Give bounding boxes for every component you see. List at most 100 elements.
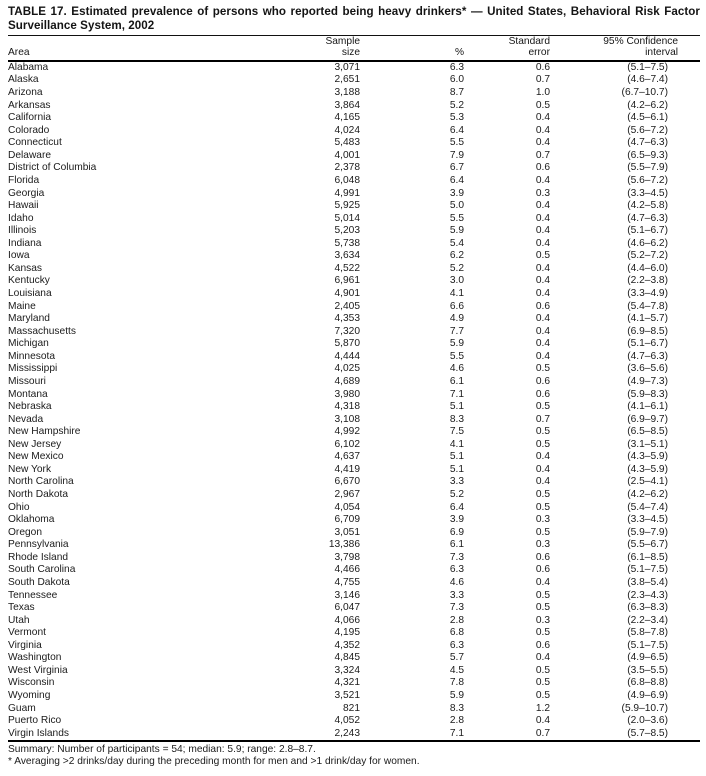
- standard-error-cell: 1.0: [535, 87, 550, 99]
- table-row: District of Columbia 2,378 6.7 0.6 (5.5–7.9): [8, 162, 700, 175]
- area-cell: Arizona: [8, 87, 43, 99]
- sample-size-cell: 4,755: [334, 576, 361, 588]
- area-cell: Connecticut: [8, 137, 62, 149]
- table-title: TABLE 17. Estimated prevalence of person…: [8, 5, 700, 33]
- table-row: New Jersey 6,102 4.1 0.5 (3.1–5.1): [8, 439, 700, 452]
- confidence-interval-cell: (6.3–8.3): [627, 602, 668, 614]
- sample-size-cell: 4,318: [334, 401, 361, 413]
- table-row: Delaware 4,001 7.9 0.7 (6.5–9.3): [8, 150, 700, 163]
- column-header-percent-label: %: [454, 46, 464, 58]
- table-row: Arkansas 3,864 5.2 0.5 (4.2–6.2): [8, 100, 700, 113]
- table-row: Pennsylvania 13,386 6.1 0.3 (5.5–6.7): [8, 539, 700, 552]
- table-row: Texas 6,047 7.3 0.5 (6.3–8.3): [8, 602, 700, 615]
- confidence-interval-cell: (5.8–7.8): [627, 627, 668, 639]
- table-row: Rhode Island 3,798 7.3 0.6 (6.1–8.5): [8, 552, 700, 565]
- standard-error-cell: 0.6: [535, 375, 550, 387]
- standard-error-cell: 0.4: [535, 275, 550, 287]
- table-row: Minnesota 4,444 5.5 0.4 (4.7–6.3): [8, 351, 700, 364]
- sample-size-cell: 821: [343, 702, 360, 714]
- standard-error-cell: 0.4: [535, 112, 550, 124]
- standard-error-cell: 0.4: [535, 325, 550, 337]
- table-row: Idaho 5,014 5.5 0.4 (4.7–6.3): [8, 213, 700, 226]
- standard-error-cell: 0.5: [535, 526, 550, 538]
- percent-cell: 5.9: [449, 225, 464, 237]
- percent-cell: 6.1: [449, 375, 464, 387]
- confidence-interval-cell: (6.5–8.5): [627, 426, 668, 438]
- area-cell: Missouri: [8, 375, 46, 387]
- standard-error-cell: 0.5: [535, 602, 550, 614]
- standard-error-cell: 0.6: [535, 551, 550, 563]
- standard-error-cell: 0.4: [535, 652, 550, 664]
- confidence-interval-cell: (5.1–6.7): [627, 225, 668, 237]
- percent-cell: 7.3: [449, 551, 464, 563]
- confidence-interval-cell: (2.0–3.6): [627, 715, 668, 727]
- sample-size-cell: 4,444: [334, 350, 361, 362]
- sample-size-cell: 4,321: [334, 677, 361, 689]
- confidence-interval-cell: (2.3–4.3): [627, 589, 668, 601]
- table-row: Oklahoma 6,709 3.9 0.3 (3.3–4.5): [8, 514, 700, 527]
- area-cell: Kansas: [8, 262, 42, 274]
- area-cell: Ohio: [8, 501, 30, 513]
- percent-cell: 6.3: [449, 639, 464, 651]
- area-cell: Wyoming: [8, 690, 51, 702]
- table-row: Maryland 4,353 4.9 0.4 (4.1–5.7): [8, 313, 700, 326]
- percent-cell: 5.1: [449, 463, 464, 475]
- table-row: New York 4,419 5.1 0.4 (4.3–5.9): [8, 464, 700, 477]
- confidence-interval-cell: (5.5–7.9): [627, 162, 668, 174]
- standard-error-cell: 0.4: [535, 715, 550, 727]
- column-header-se-line1: Standard: [508, 35, 550, 47]
- percent-cell: 7.8: [449, 677, 464, 689]
- sample-size-cell: 6,961: [334, 275, 361, 287]
- area-cell: New York: [8, 463, 52, 475]
- area-cell: North Carolina: [8, 476, 74, 488]
- bottom-rule: [8, 740, 700, 743]
- confidence-interval-cell: (4.1–6.1): [627, 401, 668, 413]
- percent-cell: 6.1: [449, 539, 464, 551]
- confidence-interval-cell: (4.9–6.5): [627, 652, 668, 664]
- confidence-interval-cell: (4.9–7.3): [627, 375, 668, 387]
- confidence-interval-cell: (4.9–6.9): [627, 690, 668, 702]
- percent-cell: 5.2: [449, 99, 464, 111]
- sample-size-cell: 4,352: [334, 639, 361, 651]
- percent-cell: 5.9: [449, 690, 464, 702]
- table-row: Hawaii 5,925 5.0 0.4 (4.2–5.8): [8, 200, 700, 213]
- sample-size-cell: 4,024: [334, 124, 361, 136]
- sample-size-cell: 4,466: [334, 564, 361, 576]
- standard-error-cell: 0.5: [535, 690, 550, 702]
- standard-error-cell: 0.5: [535, 589, 550, 601]
- confidence-interval-cell: (3.5–5.5): [627, 664, 668, 676]
- sample-size-cell: 2,651: [334, 74, 361, 86]
- table-row: Louisiana 4,901 4.1 0.4 (3.3–4.9): [8, 288, 700, 301]
- confidence-interval-cell: (3.3–4.5): [627, 187, 668, 199]
- percent-cell: 7.5: [449, 426, 464, 438]
- sample-size-cell: 5,738: [334, 237, 361, 249]
- sample-size-cell: 6,102: [334, 438, 361, 450]
- area-cell: Washington: [8, 652, 62, 664]
- standard-error-cell: 0.4: [535, 463, 550, 475]
- percent-cell: 4.1: [449, 438, 464, 450]
- table-title-line1: TABLE 17. Estimated prevalence of person…: [8, 5, 700, 18]
- standard-error-cell: 0.4: [535, 313, 550, 325]
- sample-size-cell: 6,048: [334, 174, 361, 186]
- table-row: Arizona 3,188 8.7 1.0 (6.7–10.7): [8, 87, 700, 100]
- area-cell: Utah: [8, 614, 30, 626]
- percent-cell: 6.4: [449, 124, 464, 136]
- sample-size-cell: 4,025: [334, 363, 361, 375]
- sample-size-cell: 4,419: [334, 463, 361, 475]
- column-header-se-line2: error: [528, 46, 550, 58]
- table-row: West Virginia 3,324 4.5 0.5 (3.5–5.5): [8, 665, 700, 678]
- column-header-sample-line1: Sample: [325, 35, 360, 47]
- confidence-interval-cell: (5.6–7.2): [627, 174, 668, 186]
- percent-cell: 5.3: [449, 112, 464, 124]
- area-cell: Florida: [8, 174, 40, 186]
- percent-cell: 5.5: [449, 137, 464, 149]
- percent-cell: 5.5: [449, 212, 464, 224]
- confidence-interval-cell: (6.7–10.7): [621, 87, 668, 99]
- sample-size-cell: 3,071: [334, 61, 361, 73]
- area-cell: Iowa: [8, 250, 30, 262]
- sample-size-cell: 5,925: [334, 200, 361, 212]
- area-cell: Wisconsin: [8, 677, 55, 689]
- confidence-interval-cell: (4.2–6.2): [627, 489, 668, 501]
- confidence-interval-cell: (2.2–3.8): [627, 275, 668, 287]
- area-cell: Vermont: [8, 627, 46, 639]
